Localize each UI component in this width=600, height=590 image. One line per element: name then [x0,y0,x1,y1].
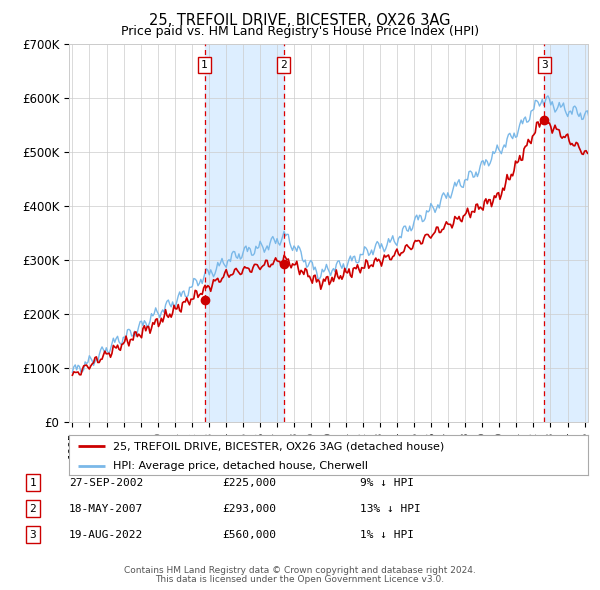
Bar [544,44,593,422]
Text: £225,000: £225,000 [222,478,276,487]
Text: 13% ↓ HPI: 13% ↓ HPI [360,504,421,513]
Text: 25, TREFOIL DRIVE, BICESTER, OX26 3AG: 25, TREFOIL DRIVE, BICESTER, OX26 3AG [149,13,451,28]
Text: 9% ↓ HPI: 9% ↓ HPI [360,478,414,487]
Text: Contains HM Land Registry data © Crown copyright and database right 2024.: Contains HM Land Registry data © Crown c… [124,566,476,575]
Text: £293,000: £293,000 [222,504,276,513]
Text: 2: 2 [280,60,287,70]
Text: 3: 3 [541,60,547,70]
Text: 3: 3 [29,530,37,539]
Text: £560,000: £560,000 [222,530,276,539]
Text: 18-MAY-2007: 18-MAY-2007 [69,504,143,513]
Text: This data is licensed under the Open Government Licence v3.0.: This data is licensed under the Open Gov… [155,575,445,584]
Text: 27-SEP-2002: 27-SEP-2002 [69,478,143,487]
Text: Price paid vs. HM Land Registry's House Price Index (HPI): Price paid vs. HM Land Registry's House … [121,25,479,38]
Text: 19-AUG-2022: 19-AUG-2022 [69,530,143,539]
Text: 25, TREFOIL DRIVE, BICESTER, OX26 3AG (detached house): 25, TREFOIL DRIVE, BICESTER, OX26 3AG (d… [113,441,445,451]
Text: HPI: Average price, detached house, Cherwell: HPI: Average price, detached house, Cher… [113,461,368,471]
Bar [205,44,284,422]
Text: 1: 1 [29,478,37,487]
Text: 1% ↓ HPI: 1% ↓ HPI [360,530,414,539]
Text: 2: 2 [29,504,37,513]
Text: 1: 1 [201,60,208,70]
